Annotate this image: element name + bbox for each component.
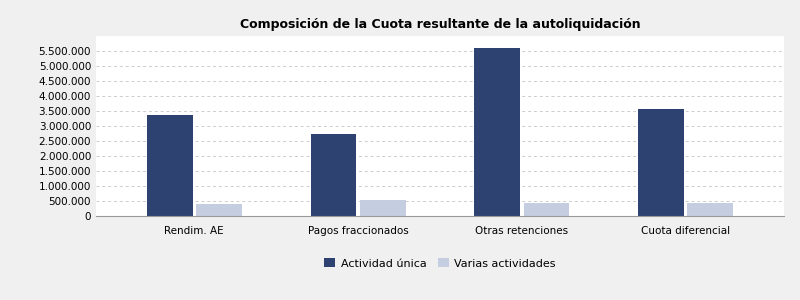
Bar xyxy=(687,203,734,216)
Bar xyxy=(523,203,570,216)
Bar xyxy=(474,48,520,216)
Title: Composición de la Cuota resultante de la autoliquidación: Composición de la Cuota resultante de la… xyxy=(240,18,640,31)
Legend: Actividad única, Varias actividades: Actividad única, Varias actividades xyxy=(320,254,560,273)
Bar xyxy=(360,200,406,216)
Bar xyxy=(196,204,242,216)
Bar xyxy=(310,134,357,216)
Bar xyxy=(146,115,193,216)
Bar xyxy=(638,109,684,216)
